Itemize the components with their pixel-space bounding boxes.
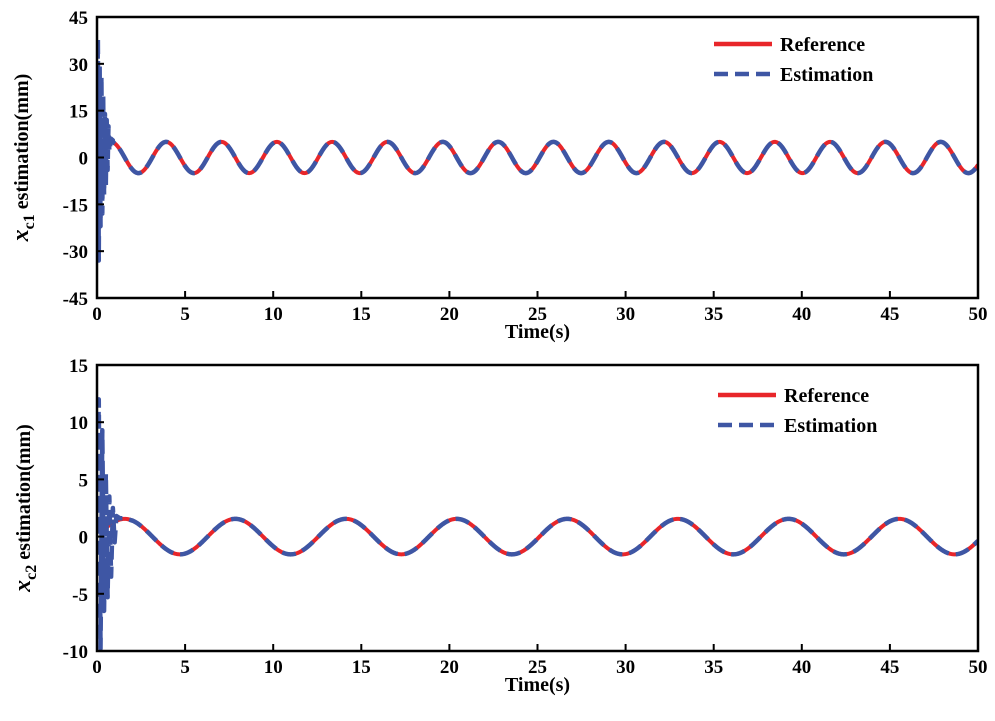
x-tick-label: 40 — [792, 657, 811, 678]
y-tick-label: -45 — [63, 289, 88, 310]
x-tick-label: 20 — [440, 657, 459, 678]
y-tick-label: 15 — [69, 356, 88, 377]
y-tick-label: 5 — [79, 470, 89, 491]
y-tick-label: 0 — [79, 528, 89, 549]
legend-label-estimation: Estimation — [784, 415, 877, 437]
y-tick-label: 10 — [69, 413, 88, 434]
y-tick-label: 0 — [79, 149, 89, 170]
x-axis-label: Time(s) — [505, 321, 570, 343]
x-tick-label: 15 — [352, 657, 371, 678]
x-tick-label: 10 — [264, 304, 283, 325]
x-tick-label: 50 — [969, 304, 988, 325]
y-axis-label-rest: estimation(mm) — [13, 424, 35, 560]
y-tick-label: 30 — [69, 55, 88, 76]
x-tick-label: 40 — [792, 304, 811, 325]
x-tick-label: 10 — [264, 657, 283, 678]
x-tick-label: 5 — [180, 657, 190, 678]
y-tick-label: -10 — [63, 642, 88, 663]
y-axis-label: xc1 estimation(mm) — [8, 74, 38, 243]
x-tick-label: 50 — [969, 657, 988, 678]
chart-xc2: 0 5 10 15 20 25 30 35 40 45 50151050-5-10Time(s)xc… — [10, 356, 988, 696]
x-tick-label: 0 — [92, 657, 102, 678]
x-tick-label: 25 — [528, 304, 547, 325]
x-tick-label: 35 — [704, 657, 723, 678]
x-tick-label: 20 — [440, 304, 459, 325]
plot-frame — [95, 363, 980, 653]
y-axis-label-rest: estimation(mm) — [11, 74, 33, 210]
x-tick-label: 45 — [880, 304, 899, 325]
plot-area — [97, 397, 978, 651]
legend-label-reference: Reference — [780, 34, 865, 56]
y-tick-label: -5 — [72, 585, 88, 606]
x-tick-label: 35 — [704, 304, 723, 325]
y-axis-label-var: x — [10, 580, 36, 593]
series-line-estimation — [97, 397, 978, 651]
y-axis-label-var: x — [8, 229, 34, 242]
x-tick-label: 0 — [92, 304, 102, 325]
plot-area — [97, 36, 978, 263]
x-tick-label: 30 — [616, 657, 635, 678]
legend-label-estimation: Estimation — [780, 64, 873, 86]
x-tick-label: 30 — [616, 304, 635, 325]
y-tick-label: -30 — [63, 242, 88, 263]
legend-label-reference: Reference — [784, 385, 869, 407]
y-tick-label: 15 — [69, 102, 88, 123]
y-tick-label: -15 — [63, 195, 88, 216]
chart-xc1: 0 5 10 15 20 25 30 35 40 45 50 45 30 15 0 -15 -30 -45 Time… — [8, 8, 988, 343]
series-line-estimation — [97, 36, 978, 263]
x-tick-label: 15 — [352, 304, 371, 325]
y-tick-label: 45 — [69, 8, 88, 29]
x-tick-label: 5 — [180, 304, 190, 325]
x-tick-label: 45 — [880, 657, 899, 678]
y-axis-label: xc2 estimation(mm) — [10, 424, 40, 593]
series-line-reference — [99, 516, 978, 557]
x-axis-label: Time(s) — [505, 674, 570, 696]
x-tick-label: 25 — [528, 657, 547, 678]
y-axis-label-sub: c2 — [23, 565, 40, 580]
y-axis-label-sub: c1 — [21, 214, 38, 229]
